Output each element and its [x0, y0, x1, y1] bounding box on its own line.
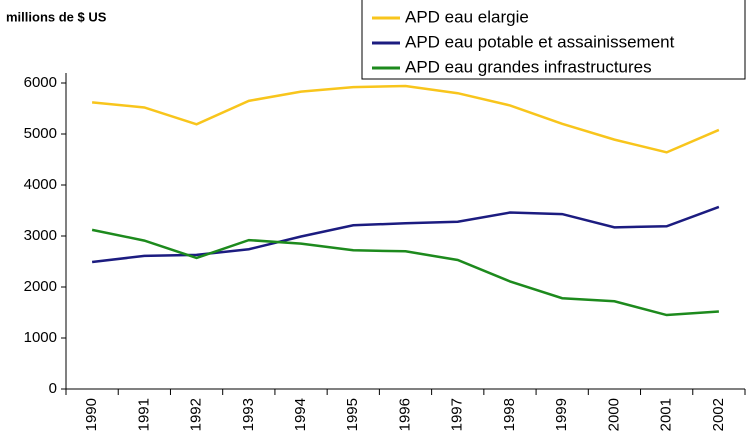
- y-tick-label: 6000: [24, 74, 57, 91]
- series-line: [91, 205, 720, 264]
- legend-label: APD eau potable et assainissement: [405, 32, 675, 51]
- series-line: [91, 84, 720, 154]
- legend-box: [361, 0, 746, 80]
- x-tick-label: 2000: [605, 398, 622, 431]
- x-tick-label: 1992: [188, 398, 205, 431]
- series-line: [91, 228, 719, 317]
- x-tick-label: 1995: [344, 398, 361, 431]
- x-tick-label: 1990: [83, 398, 100, 431]
- x-tick-label: 1991: [135, 398, 152, 431]
- y-tick-label: 3000: [24, 227, 57, 244]
- x-tick-label: 1994: [292, 398, 309, 431]
- y-tick-label: 1000: [24, 329, 57, 346]
- y-tick-label: 5000: [24, 125, 57, 142]
- legend-label: APD eau elargie: [405, 7, 529, 26]
- x-tick-label: 2002: [710, 398, 727, 431]
- x-tick-label: 2001: [658, 398, 675, 431]
- x-tick-label: 1997: [449, 398, 466, 431]
- legend-label: APD eau grandes infrastructures: [405, 57, 652, 76]
- x-tick-label: 1999: [553, 398, 570, 431]
- y-tick-label: 0: [49, 380, 57, 397]
- x-tick-label: 1993: [240, 398, 257, 431]
- y-unit-label: millions de $ US: [6, 9, 107, 24]
- y-tick-label: 4000: [24, 176, 57, 193]
- y-tick-label: 2000: [24, 278, 57, 295]
- x-tick-label: 1998: [501, 398, 518, 431]
- x-tick-label: 1996: [396, 398, 413, 431]
